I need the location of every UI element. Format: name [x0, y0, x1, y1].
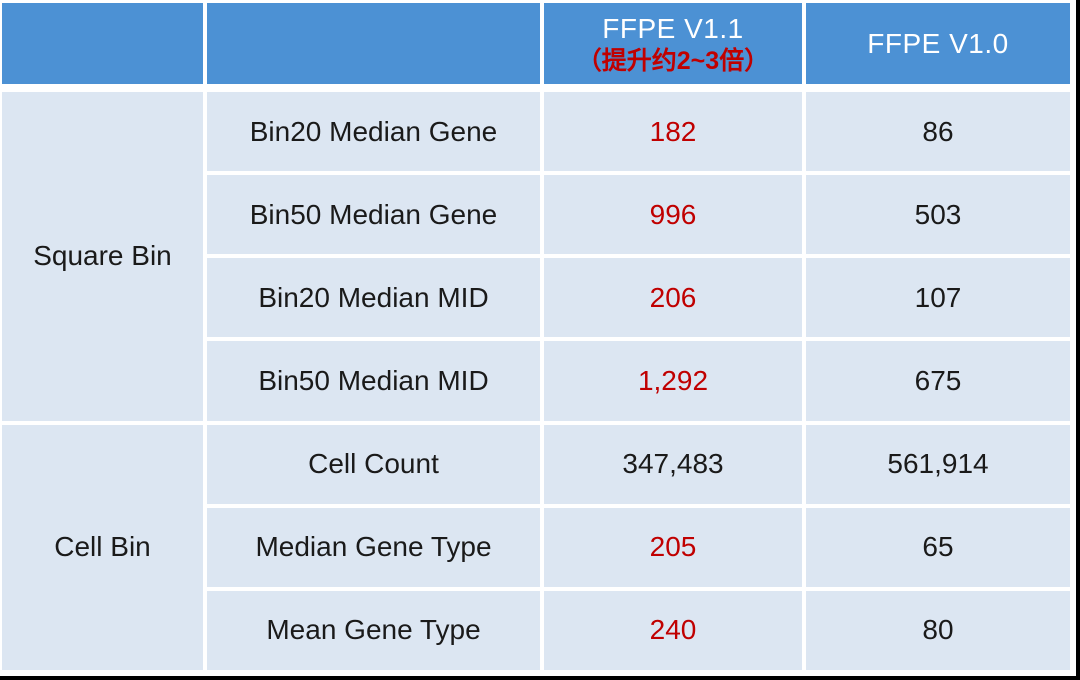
- value-v11-bin20-median-gene: 182: [544, 92, 802, 172]
- metric-label-cell-count: Cell Count: [207, 424, 540, 504]
- value-v10-bin50-median-mid: 675: [806, 341, 1070, 421]
- metric-label-bin50-median-mid: Bin50 Median MID: [207, 341, 540, 421]
- value-v11-bin20-median-mid: 206: [544, 258, 802, 338]
- value-v10-cell-count: 561,914: [806, 424, 1070, 504]
- header-blank-group-cell: [2, 3, 203, 88]
- metric-label-median-gene-type: Median Gene Type: [207, 507, 540, 587]
- header-ffpe-v10-cell: FFPE V1.0: [806, 3, 1070, 88]
- value-v10-median-gene-type: 65: [806, 507, 1070, 587]
- value-v10-bin20-median-mid: 107: [806, 258, 1070, 338]
- metric-label-bin20-median-gene: Bin20 Median Gene: [207, 92, 540, 172]
- group-label-square-bin: Square Bin: [2, 92, 203, 421]
- value-v10-bin50-median-gene: 503: [806, 175, 1070, 255]
- value-v10-bin20-median-gene: 86: [806, 92, 1070, 172]
- value-v11-median-gene-type: 205: [544, 507, 802, 587]
- metric-label-mean-gene-type: Mean Gene Type: [207, 590, 540, 670]
- header-ffpe-v11-title: FFPE V1.1: [602, 13, 744, 44]
- header-ffpe-v10-title: FFPE V1.0: [867, 28, 1009, 59]
- value-v11-mean-gene-type: 240: [544, 590, 802, 670]
- group-label-cell-bin: Cell Bin: [2, 424, 203, 670]
- header-ffpe-v11-cell: FFPE V1.1 （提升约2~3倍）: [544, 3, 802, 88]
- value-v11-bin50-median-gene: 996: [544, 175, 802, 255]
- header-ffpe-v11-note: （提升约2~3倍）: [576, 47, 770, 75]
- value-v10-mean-gene-type: 80: [806, 590, 1070, 670]
- metric-label-bin50-median-gene: Bin50 Median Gene: [207, 175, 540, 255]
- header-blank-metric-cell: [207, 3, 540, 88]
- metric-label-bin20-median-mid: Bin20 Median MID: [207, 258, 540, 338]
- value-v11-cell-count: 347,483: [544, 424, 802, 504]
- comparison-table: FFPE V1.1 （提升约2~3倍） FFPE V1.0 Square Bin…: [2, 3, 1070, 670]
- value-v11-bin50-median-mid: 1,292: [544, 341, 802, 421]
